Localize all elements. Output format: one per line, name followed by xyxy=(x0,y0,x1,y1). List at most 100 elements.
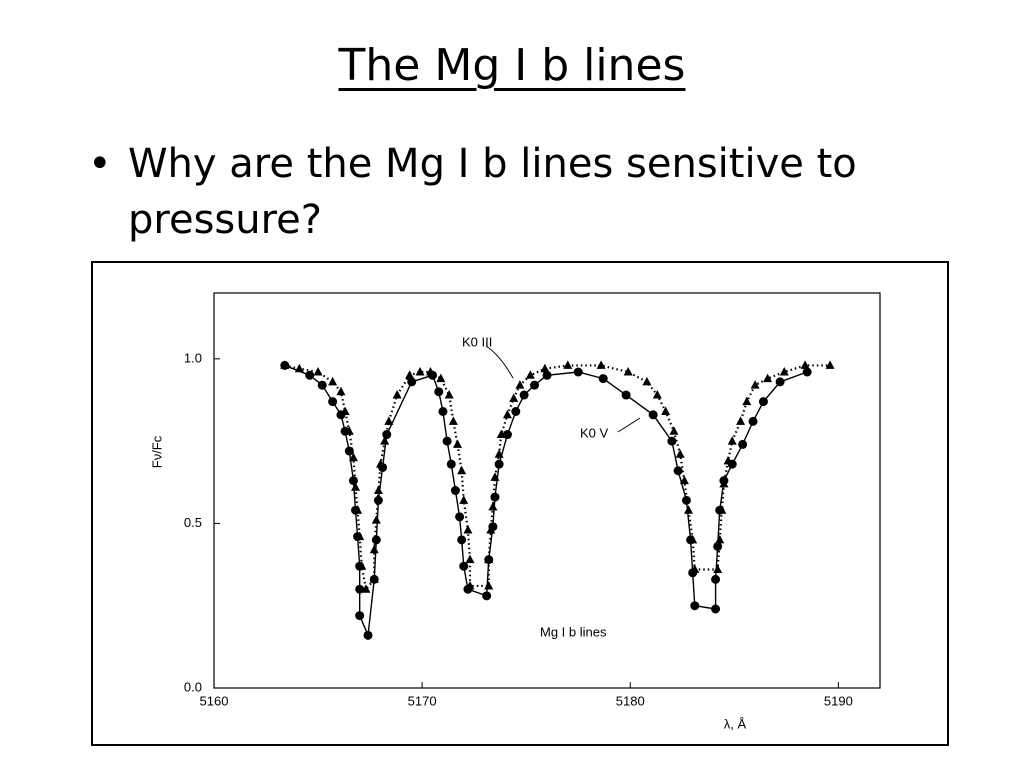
data-point xyxy=(573,367,583,377)
data-point xyxy=(459,561,469,571)
data-point xyxy=(457,535,467,545)
data-point xyxy=(353,532,363,542)
data-point xyxy=(596,360,606,369)
data-point xyxy=(542,370,552,380)
data-point xyxy=(363,630,373,640)
data-point xyxy=(763,373,773,383)
y-axis-label: Fν/Fc xyxy=(149,435,164,468)
data-point xyxy=(455,512,465,522)
data-point xyxy=(450,486,460,495)
x-axis-label: λ, Å xyxy=(724,716,747,731)
data-point xyxy=(742,396,752,406)
data-point xyxy=(355,561,365,571)
data-point xyxy=(738,439,748,449)
data-point xyxy=(679,475,689,485)
data-point xyxy=(530,380,540,390)
data-point xyxy=(684,505,694,514)
bullet-list: Why are the Mg I b lines sensitive to pr… xyxy=(88,136,968,248)
data-point xyxy=(280,360,290,370)
data-point xyxy=(519,390,529,400)
data-point xyxy=(328,376,338,386)
data-point xyxy=(428,370,438,380)
data-point xyxy=(511,407,521,416)
data-point xyxy=(463,525,473,534)
data-point xyxy=(623,367,633,376)
x-tick-label: 5180 xyxy=(616,693,645,708)
data-point xyxy=(736,416,746,425)
data-point xyxy=(305,370,315,380)
data-point xyxy=(719,476,729,486)
data-point xyxy=(348,476,358,486)
data-point xyxy=(713,564,723,573)
data-point xyxy=(463,584,473,594)
annotation-arrow xyxy=(485,345,514,379)
annotation-arrow xyxy=(617,417,641,433)
data-point xyxy=(621,390,631,400)
data-point xyxy=(727,436,737,445)
data-point xyxy=(415,367,425,376)
data-point xyxy=(453,439,463,448)
data-point xyxy=(465,554,475,564)
data-point xyxy=(540,363,550,373)
y-tick-label: 1.0 xyxy=(184,350,202,365)
data-point xyxy=(436,373,446,383)
data-point xyxy=(690,601,700,611)
annotation: K0 III xyxy=(462,334,492,349)
data-point xyxy=(380,436,390,445)
data-point xyxy=(825,360,835,369)
data-point xyxy=(686,535,696,545)
data-point xyxy=(502,409,512,419)
data-point xyxy=(661,406,671,415)
data-point xyxy=(369,544,379,554)
data-point xyxy=(502,430,512,440)
data-point xyxy=(482,591,492,601)
data-point xyxy=(355,584,365,594)
data-point xyxy=(775,377,785,387)
x-tick-label: 5190 xyxy=(824,693,853,708)
data-point xyxy=(750,380,760,389)
slide-title: The Mg I b lines xyxy=(338,40,686,91)
data-point xyxy=(642,376,652,386)
data-point xyxy=(382,430,392,440)
data-point xyxy=(488,522,498,532)
series-line xyxy=(284,364,831,592)
data-point xyxy=(405,370,415,379)
data-point xyxy=(340,426,350,436)
data-point xyxy=(758,397,768,407)
data-point xyxy=(490,492,500,502)
y-tick-label: 0.0 xyxy=(184,679,202,694)
data-point xyxy=(515,380,525,389)
data-point xyxy=(509,393,519,402)
data-point xyxy=(351,505,361,515)
data-point xyxy=(444,390,454,399)
data-point xyxy=(317,380,327,390)
data-point xyxy=(779,367,789,376)
data-point xyxy=(488,501,498,511)
data-point xyxy=(369,574,379,584)
data-point xyxy=(407,377,417,387)
data-point xyxy=(355,611,365,621)
data-point xyxy=(457,465,467,475)
data-point xyxy=(348,452,358,462)
data-point xyxy=(313,367,323,376)
data-point xyxy=(484,555,494,565)
data-point xyxy=(598,374,608,384)
x-tick-label: 5160 xyxy=(200,693,229,708)
data-point xyxy=(378,462,388,472)
data-point xyxy=(328,397,338,407)
data-point xyxy=(802,367,812,377)
data-point xyxy=(344,446,354,456)
data-point xyxy=(373,485,383,494)
data-point xyxy=(727,459,737,469)
data-point xyxy=(711,574,721,584)
data-point xyxy=(681,495,691,505)
data-point xyxy=(351,482,361,491)
data-point xyxy=(563,360,573,369)
data-point xyxy=(800,360,810,369)
x-tick-label: 5170 xyxy=(408,693,437,708)
data-point xyxy=(442,436,452,446)
data-point xyxy=(448,416,458,425)
data-point xyxy=(652,390,662,399)
